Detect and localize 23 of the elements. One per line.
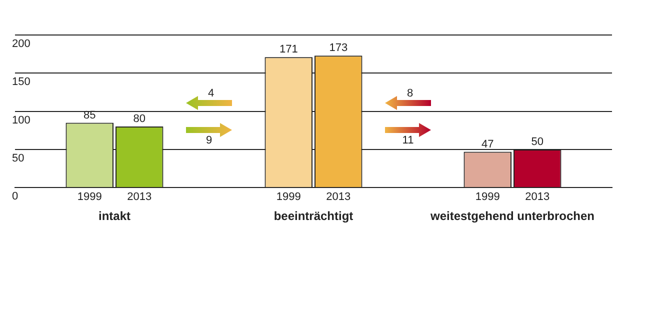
data-label: 80 <box>133 113 146 126</box>
text: 1999 <box>475 191 500 204</box>
text: 2013 <box>525 191 550 204</box>
x-tick-label: intakt <box>98 209 131 224</box>
data-label: 50 <box>531 136 544 148</box>
data-label: 171 <box>279 44 298 56</box>
annotation: 9 <box>206 134 212 147</box>
y-tick-label: 100 <box>12 114 30 126</box>
data-label: 173 <box>329 42 348 54</box>
annotation: 8 <box>406 88 414 100</box>
y-tick-label: 50 <box>12 152 24 164</box>
annotation: 4 <box>208 88 214 100</box>
x-tick-label: weitestgehend unterbrochen <box>429 209 595 224</box>
x-tick-label: beeinträchtigt <box>274 209 354 224</box>
text: 2013 <box>326 191 351 204</box>
annotation: 11 <box>402 134 414 147</box>
y-tick-label: 150 <box>12 76 30 88</box>
data-label: 47 <box>482 138 494 150</box>
y-tick-label: 0 <box>12 190 18 203</box>
y-tick-label: 200 <box>12 38 30 50</box>
series-label: 1999 <box>77 191 102 204</box>
series-label: 2013 <box>127 191 152 204</box>
text: 1999 <box>276 191 301 204</box>
